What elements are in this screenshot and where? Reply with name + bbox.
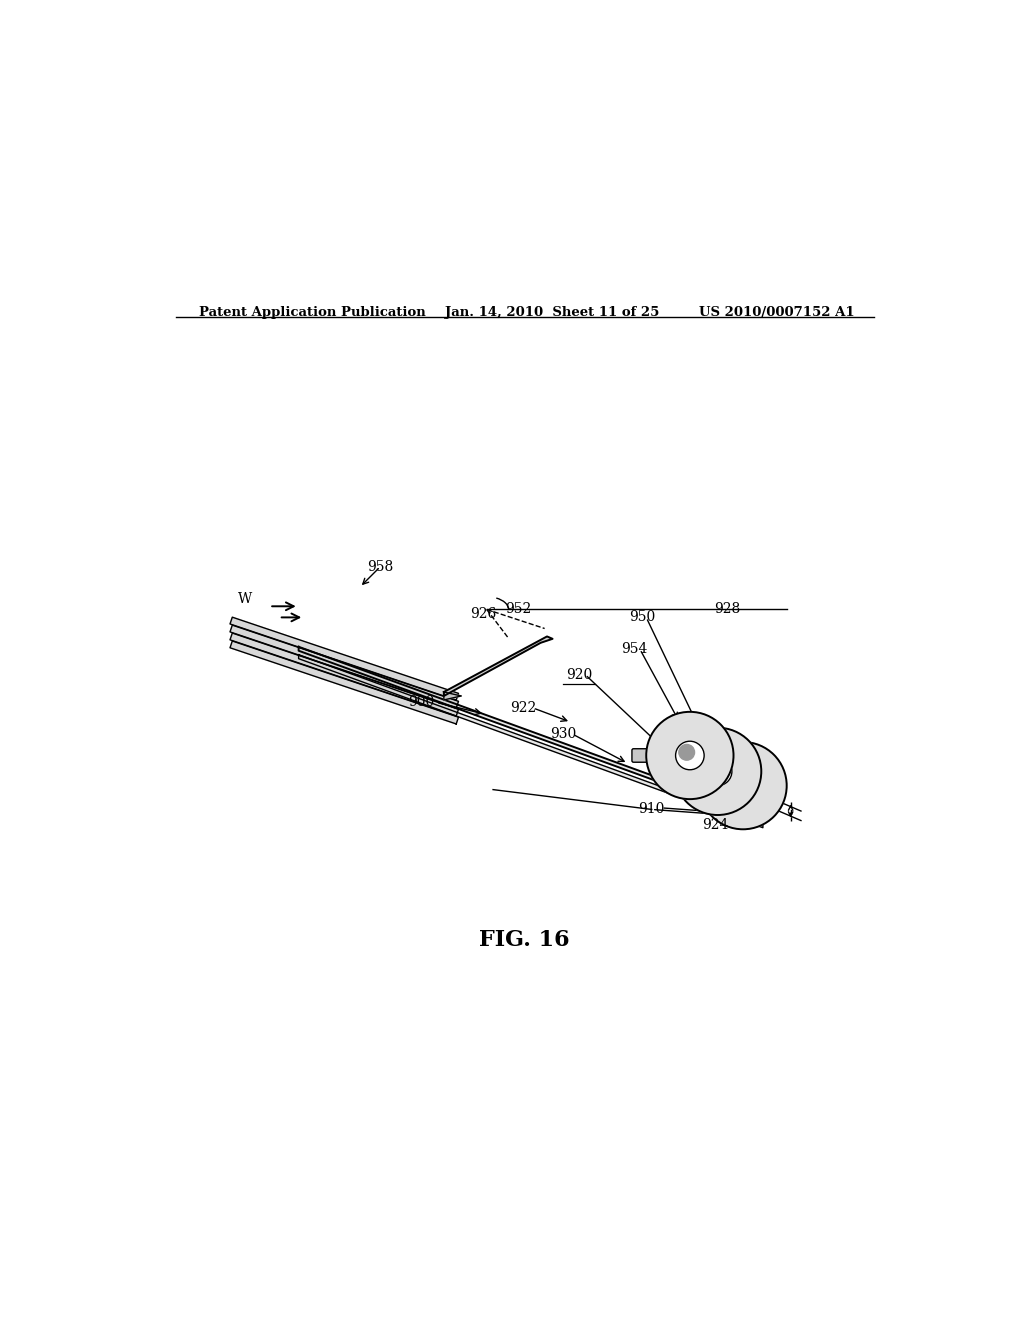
Text: 952: 952 — [505, 602, 531, 616]
Circle shape — [729, 771, 758, 800]
Text: 926: 926 — [470, 607, 497, 622]
Text: 910: 910 — [639, 803, 665, 817]
Text: 930: 930 — [550, 727, 577, 741]
Circle shape — [707, 760, 722, 776]
Polygon shape — [299, 647, 763, 820]
Polygon shape — [443, 692, 461, 700]
Polygon shape — [230, 626, 459, 708]
Text: US 2010/0007152 A1: US 2010/0007152 A1 — [699, 305, 855, 318]
Circle shape — [679, 744, 694, 760]
Text: Jan. 14, 2010  Sheet 11 of 25: Jan. 14, 2010 Sheet 11 of 25 — [445, 305, 659, 318]
Text: W: W — [239, 593, 253, 606]
Polygon shape — [230, 618, 459, 700]
Polygon shape — [299, 655, 763, 828]
Circle shape — [699, 742, 786, 829]
Polygon shape — [230, 634, 459, 715]
Polygon shape — [230, 642, 459, 723]
Polygon shape — [443, 636, 553, 696]
Text: 924: 924 — [702, 818, 728, 833]
Circle shape — [732, 775, 748, 791]
Circle shape — [646, 711, 733, 799]
Text: 954: 954 — [622, 642, 647, 656]
Text: 950: 950 — [629, 610, 655, 624]
Circle shape — [676, 742, 705, 770]
Text: Patent Application Publication: Patent Application Publication — [200, 305, 426, 318]
Text: 920: 920 — [565, 668, 592, 681]
FancyBboxPatch shape — [685, 779, 706, 792]
Text: FIG. 16: FIG. 16 — [479, 929, 570, 952]
Circle shape — [703, 758, 732, 785]
FancyBboxPatch shape — [632, 748, 652, 762]
Text: 900: 900 — [409, 696, 435, 709]
FancyBboxPatch shape — [659, 764, 680, 777]
Text: 958: 958 — [368, 560, 393, 574]
Text: 928: 928 — [714, 602, 740, 616]
Text: 922: 922 — [510, 701, 537, 715]
Circle shape — [674, 727, 761, 814]
